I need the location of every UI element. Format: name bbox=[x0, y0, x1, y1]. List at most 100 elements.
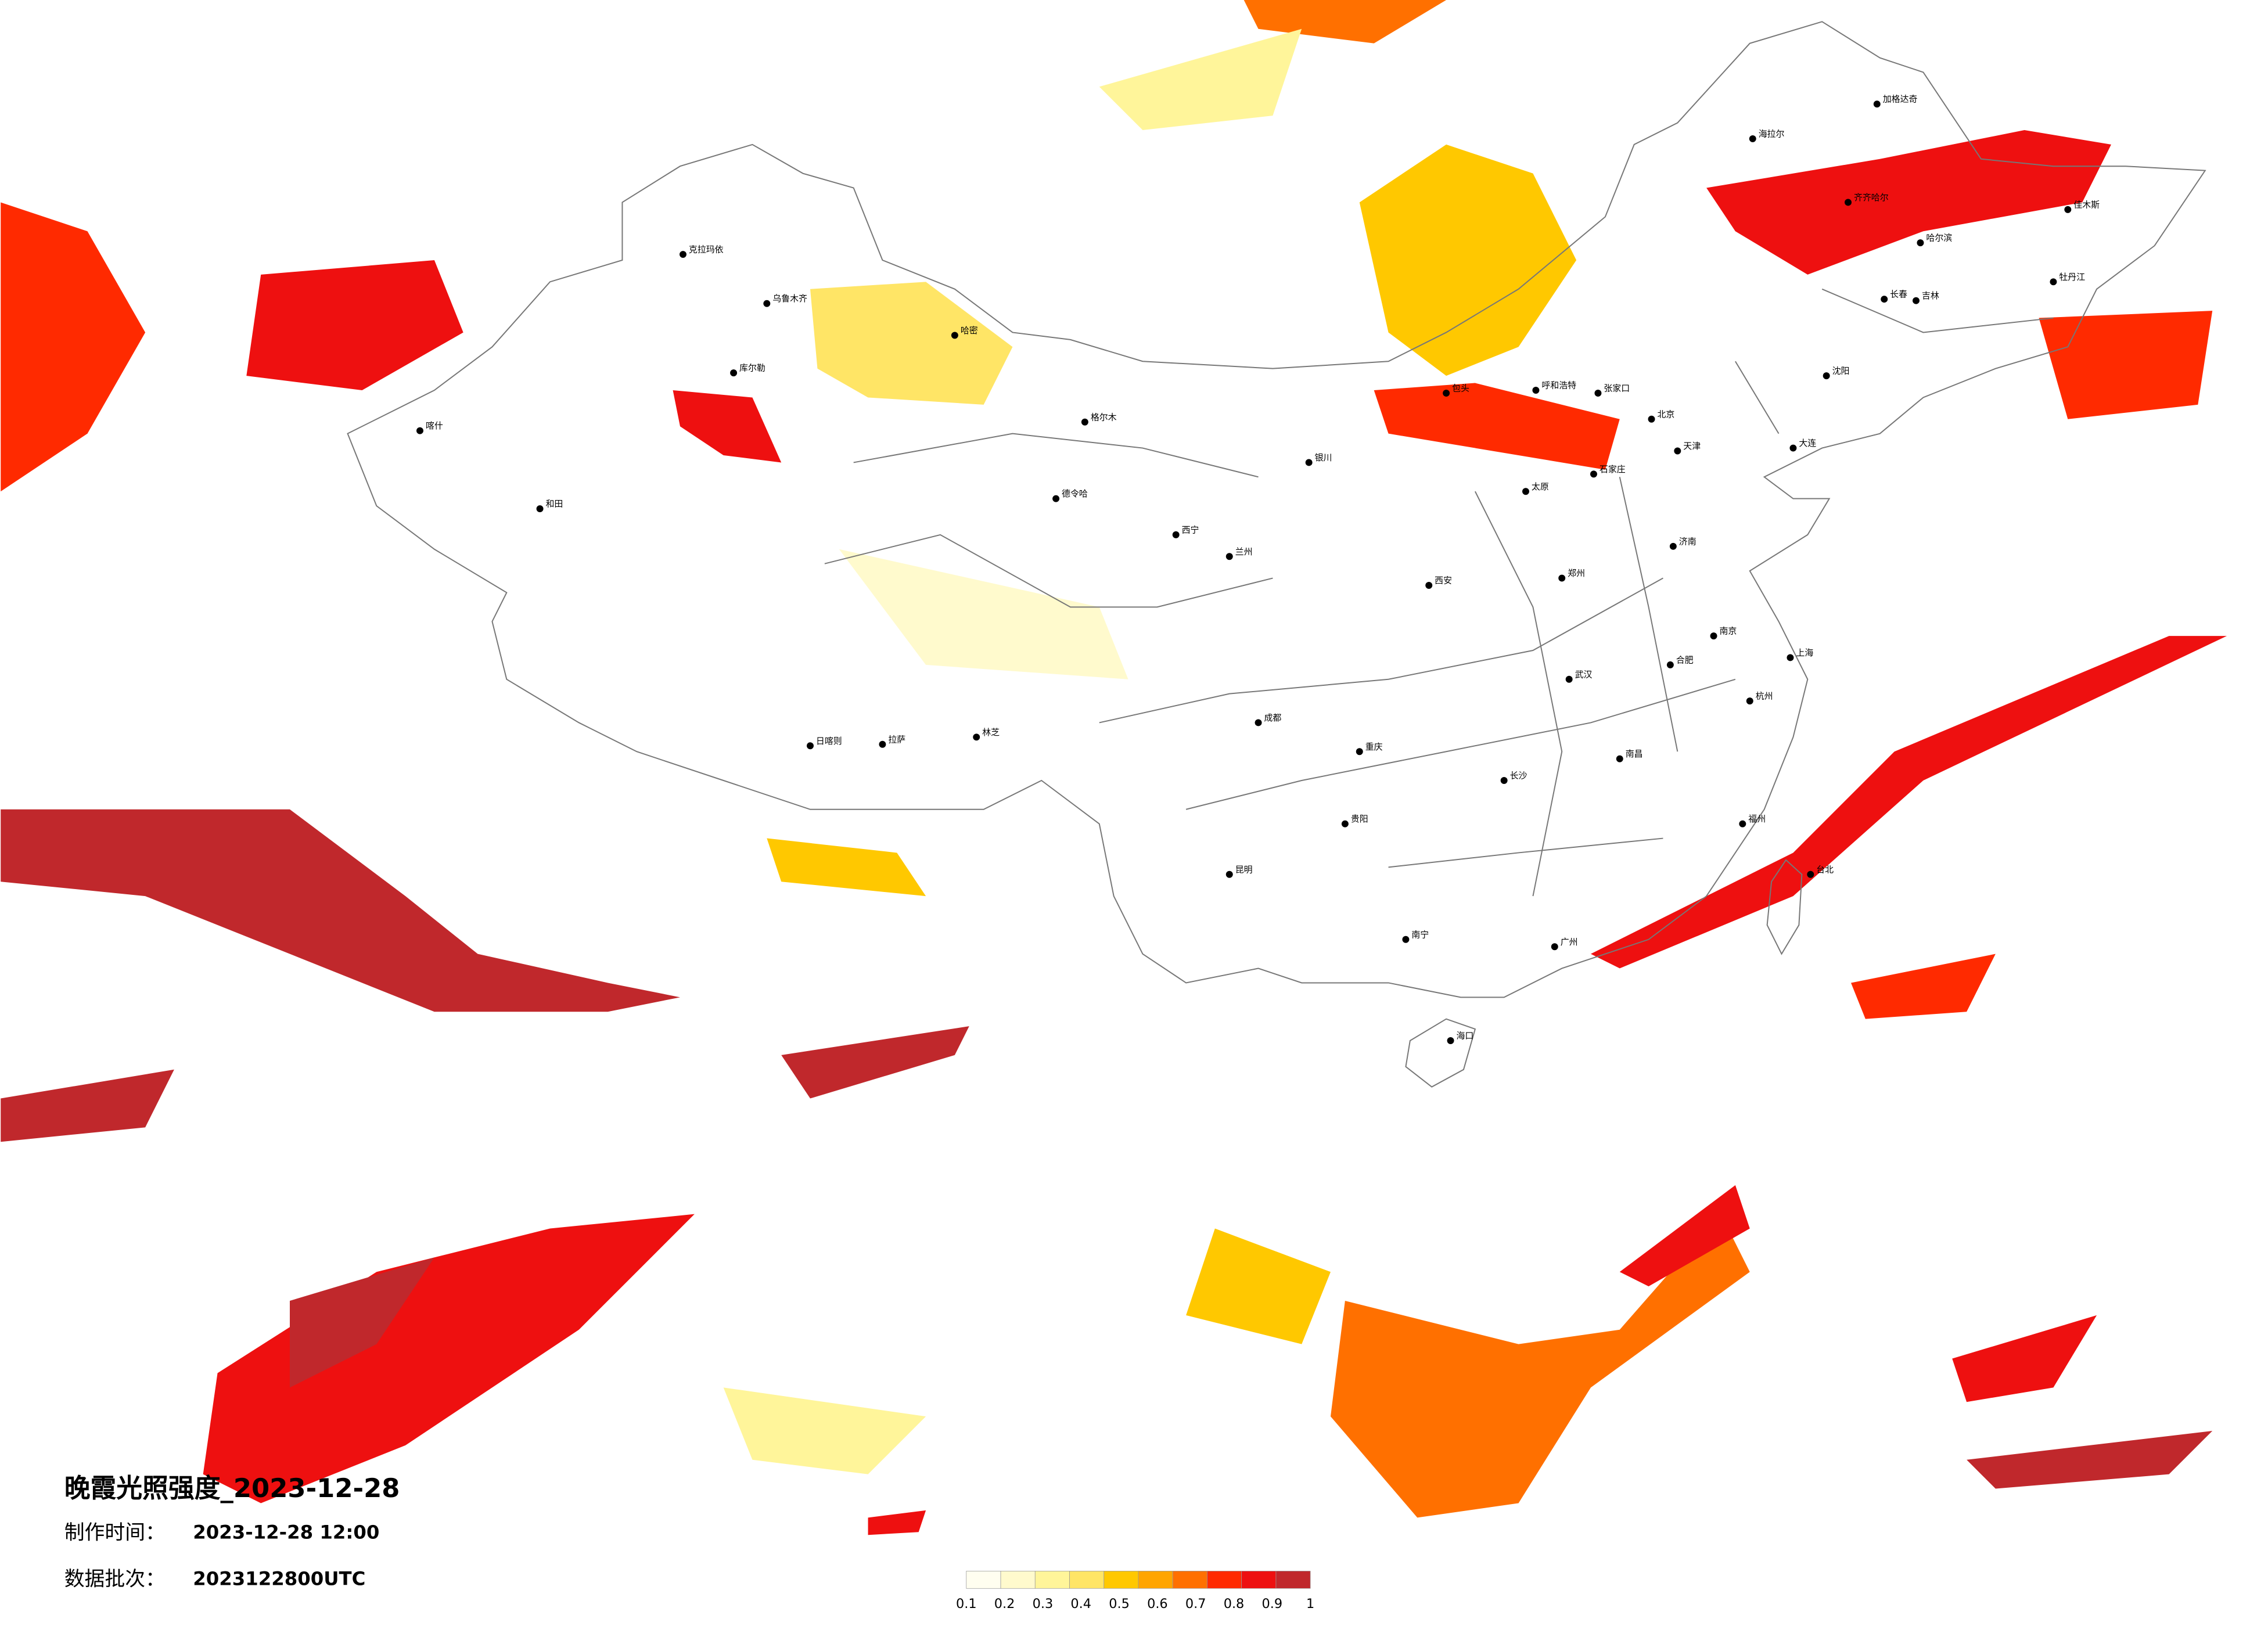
city-label: 和田 bbox=[546, 499, 563, 509]
city-label: 喀什 bbox=[426, 420, 443, 431]
city-dot bbox=[973, 733, 980, 741]
city-label: 重庆 bbox=[1365, 742, 1383, 752]
city-dot bbox=[1305, 459, 1313, 466]
city-dot bbox=[763, 300, 771, 307]
heat-area bbox=[1, 1069, 174, 1142]
colorbar-swatch bbox=[1000, 1571, 1036, 1589]
heat-area bbox=[203, 1214, 695, 1503]
city-dot bbox=[1558, 574, 1566, 582]
heat-area bbox=[868, 1510, 926, 1535]
city-dot bbox=[951, 332, 958, 339]
city-label: 牡丹江 bbox=[2059, 272, 2085, 282]
city-label: 格尔木 bbox=[1091, 412, 1117, 422]
colorbar-swatch bbox=[1104, 1571, 1139, 1589]
city-dot bbox=[1787, 654, 1794, 661]
city-label: 海口 bbox=[1457, 1031, 1474, 1041]
made-time-label: 制作时间： bbox=[64, 1521, 166, 1545]
heat-layer bbox=[1, 0, 2227, 1535]
heat-area bbox=[1359, 144, 1577, 376]
city-dot bbox=[1739, 820, 1746, 828]
city-label: 北京 bbox=[1657, 409, 1674, 419]
map-title: 晚霞光照强度_2023-12-28 bbox=[64, 1473, 400, 1503]
city-label: 杭州 bbox=[1756, 691, 1773, 702]
city-dot bbox=[1565, 675, 1573, 683]
city-dot bbox=[1823, 372, 1830, 380]
heat-area bbox=[1706, 130, 2111, 275]
city-dot bbox=[536, 505, 544, 513]
city-label: 德令哈 bbox=[1062, 488, 1088, 499]
city-dot bbox=[1500, 777, 1508, 784]
city-label: 成都 bbox=[1264, 713, 1282, 723]
city-dot bbox=[1917, 239, 1924, 247]
city-dot bbox=[1532, 387, 1540, 394]
heat-area bbox=[1967, 1431, 2213, 1489]
city-label: 沈阳 bbox=[1832, 366, 1850, 376]
heat-area bbox=[1099, 28, 1302, 131]
city-dot bbox=[1873, 100, 1881, 108]
city-label: 哈尔滨 bbox=[1926, 233, 1952, 243]
city-dot bbox=[1425, 582, 1433, 589]
made-time-value: 2023-12-28 12:00 bbox=[193, 1521, 379, 1544]
colorbar-swatch bbox=[1241, 1571, 1277, 1589]
city-label: 上海 bbox=[1796, 647, 1813, 658]
heat-area bbox=[246, 260, 463, 390]
city-dot bbox=[1746, 697, 1753, 705]
city-label: 哈密 bbox=[961, 325, 978, 336]
city-dot bbox=[1341, 820, 1349, 828]
city-dot bbox=[416, 427, 423, 434]
city-label: 西安 bbox=[1435, 575, 1452, 586]
heat-area bbox=[1330, 1214, 1750, 1518]
city-label: 天津 bbox=[1683, 441, 1701, 451]
heat-area bbox=[839, 549, 1128, 679]
city-dot bbox=[1669, 542, 1677, 550]
city-label: 大连 bbox=[1799, 438, 1816, 448]
city-label: 石家庄 bbox=[1600, 464, 1626, 474]
city-label: 佳木斯 bbox=[2073, 199, 2100, 210]
city-dot bbox=[1616, 755, 1623, 762]
city-dot bbox=[1666, 661, 1674, 668]
heat-area bbox=[781, 1026, 969, 1099]
china-outline bbox=[347, 21, 2206, 998]
city-label: 武汉 bbox=[1575, 669, 1593, 679]
city-dot bbox=[1590, 470, 1597, 478]
colorbar-tick-label: 0.7 bbox=[1185, 1596, 1206, 1611]
heat-area bbox=[1, 809, 680, 1012]
colorbar-tick-label: 0.9 bbox=[1262, 1596, 1283, 1611]
city-label: 贵阳 bbox=[1351, 814, 1368, 824]
city-label: 张家口 bbox=[1604, 383, 1630, 394]
city-dot bbox=[1913, 297, 1920, 304]
city-label: 郑州 bbox=[1568, 568, 1585, 578]
colorbar-swatch bbox=[1138, 1571, 1173, 1589]
province-lines bbox=[824, 288, 2054, 897]
colorbar-tick-label: 0.2 bbox=[994, 1596, 1015, 1611]
city-dot bbox=[807, 742, 814, 750]
city-label: 拉萨 bbox=[888, 734, 905, 744]
city-dot bbox=[2050, 278, 2057, 286]
boundaries bbox=[347, 21, 2206, 1088]
city-label: 台北 bbox=[1816, 864, 1834, 875]
city-dot bbox=[1749, 135, 1756, 142]
city-dot bbox=[1402, 936, 1410, 943]
city-dot bbox=[1447, 1037, 1454, 1044]
city-label: 包头 bbox=[1452, 383, 1469, 394]
colorbar-swatch bbox=[1034, 1571, 1070, 1589]
heat-area bbox=[723, 1387, 926, 1474]
hainan-outline bbox=[1405, 1018, 1476, 1088]
heat-area bbox=[1850, 954, 1996, 1019]
colorbar-swatch bbox=[1069, 1571, 1105, 1589]
city-label: 济南 bbox=[1679, 536, 1696, 546]
city-dot bbox=[1648, 415, 1655, 423]
city-dot bbox=[879, 740, 886, 748]
colorbar-swatch bbox=[1275, 1571, 1311, 1589]
heat-area bbox=[1186, 1228, 1331, 1344]
colorbar-tick-label: 0.8 bbox=[1224, 1596, 1245, 1611]
heat-area bbox=[673, 390, 782, 463]
city-label: 加格达奇 bbox=[1883, 94, 1918, 105]
city-dot bbox=[1443, 390, 1450, 397]
batch-label: 数据批次： bbox=[64, 1567, 166, 1591]
city-label: 乌鲁木齐 bbox=[772, 293, 807, 304]
colorbar-tick-label: 0.4 bbox=[1070, 1596, 1091, 1611]
